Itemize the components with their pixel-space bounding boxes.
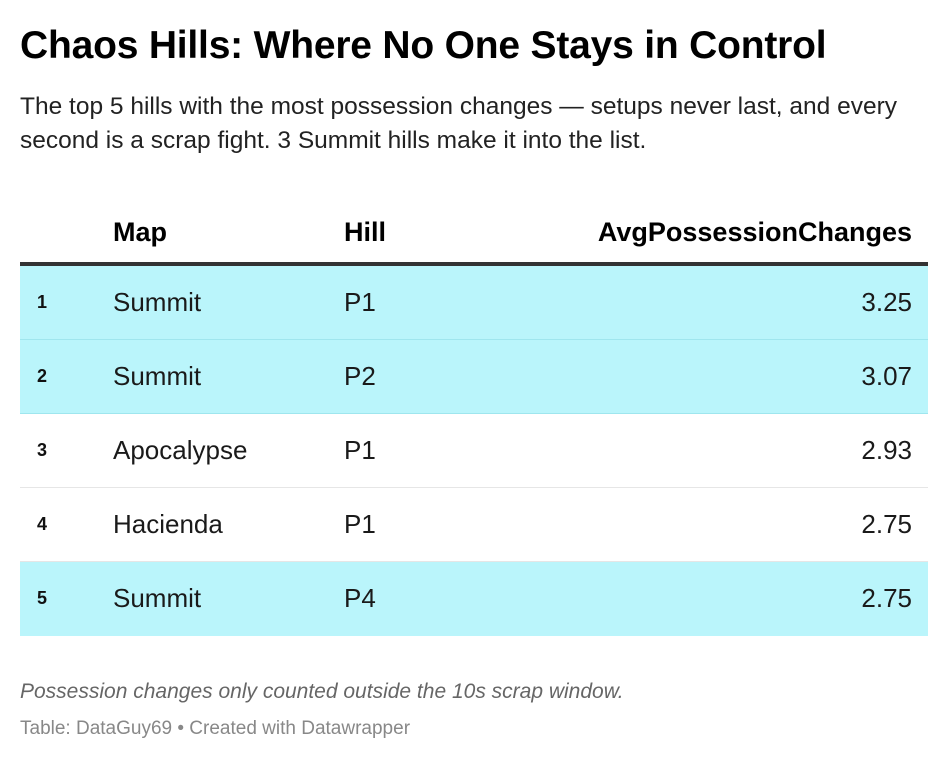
cell-map: Summit xyxy=(113,583,202,613)
chart-notes: Possession changes only counted outside … xyxy=(20,680,624,703)
table-row: 1 Summit P1 3.25 xyxy=(20,266,928,340)
cell-avg-possession-changes: 2.75 xyxy=(861,583,912,613)
cell-avg-possession-changes: 3.25 xyxy=(861,287,912,317)
cell-hill: P1 xyxy=(344,509,376,539)
cell-map: Summit xyxy=(113,287,202,317)
cell-avg-possession-changes: 3.07 xyxy=(861,361,912,391)
chart-source: Table: DataGuy69 • Created with Datawrap… xyxy=(20,718,411,739)
row-rank: 1 xyxy=(37,292,48,312)
table-row: 2 Summit P2 3.07 xyxy=(20,340,928,414)
chart-subtitle: The top 5 hills with the most possession… xyxy=(20,93,898,154)
cell-hill: P1 xyxy=(344,287,376,317)
table-row: 5 Summit P4 2.75 xyxy=(20,562,928,636)
cell-map: Apocalypse xyxy=(113,435,248,465)
table-body: 1 Summit P1 3.25 2 Summit P2 3.07 3 Apocalypse P1 2… xyxy=(20,266,928,636)
cell-avg-possession-changes: 2.75 xyxy=(861,509,912,539)
chart-title: Chaos Hills: Where No One Stays in Contr… xyxy=(20,24,827,67)
row-rank: 3 xyxy=(37,440,48,460)
cell-map: Hacienda xyxy=(113,509,223,539)
row-rank: 5 xyxy=(37,588,48,608)
cell-avg-possession-changes: 2.93 xyxy=(861,435,912,465)
row-rank: 2 xyxy=(37,366,48,386)
table-row: 4 Hacienda P1 2.75 xyxy=(20,488,928,562)
cell-hill: P2 xyxy=(344,361,376,391)
column-header-map[interactable]: Map xyxy=(113,217,167,247)
cell-map: Summit xyxy=(113,361,202,391)
cell-hill: P4 xyxy=(344,583,376,613)
column-header-hill[interactable]: Hill xyxy=(344,217,387,247)
column-header-avg-possession-changes[interactable]: AvgPossessionChanges xyxy=(597,217,912,247)
data-table: Map Hill AvgPossessionChanges 1 Summit P1 3… xyxy=(20,198,928,636)
table-row: 3 Apocalypse P1 2.93 xyxy=(20,414,928,488)
row-rank: 4 xyxy=(37,514,48,534)
cell-hill: P1 xyxy=(344,435,376,465)
table-header: Map Hill AvgPossessionChanges xyxy=(20,198,928,266)
